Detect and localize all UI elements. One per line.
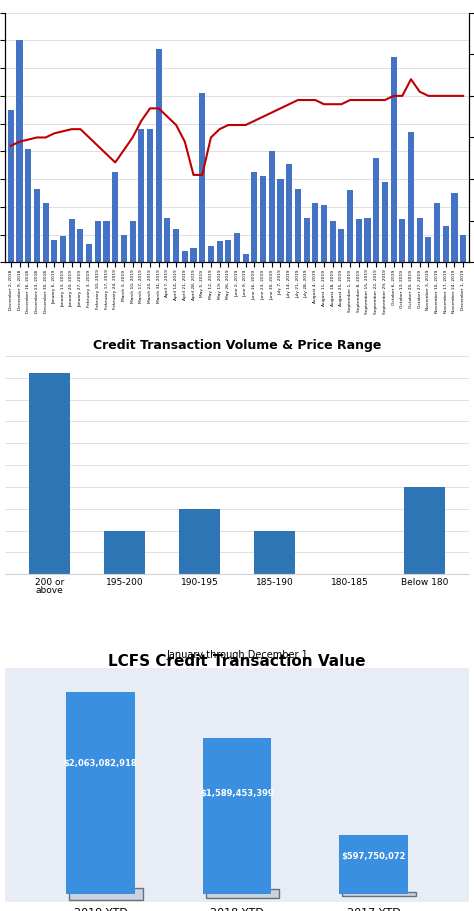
Bar — [399, 220, 405, 263]
Bar — [286, 165, 292, 263]
Bar — [434, 203, 440, 263]
FancyBboxPatch shape — [342, 892, 416, 896]
Bar — [251, 173, 257, 263]
Bar — [203, 739, 271, 894]
Bar — [104, 531, 145, 575]
Bar — [43, 203, 49, 263]
Bar — [173, 230, 179, 263]
Bar — [129, 221, 136, 263]
Bar — [373, 159, 379, 263]
Text: $597,750,072: $597,750,072 — [341, 852, 406, 860]
Bar — [260, 177, 266, 263]
Bar — [217, 242, 223, 263]
Bar — [25, 149, 31, 263]
Title: LCFS Credit Transaction Value: LCFS Credit Transaction Value — [108, 653, 366, 668]
Bar — [417, 219, 423, 263]
Bar — [234, 234, 240, 263]
Bar — [404, 487, 445, 575]
FancyBboxPatch shape — [206, 889, 279, 898]
Bar — [451, 194, 457, 263]
Bar — [112, 173, 118, 263]
Bar — [138, 130, 145, 263]
Text: $2,063,082,918: $2,063,082,918 — [64, 758, 137, 767]
Title: Credit Transaction Volume & Price Range: Credit Transaction Volume & Price Range — [93, 338, 381, 351]
Bar — [225, 241, 231, 263]
FancyBboxPatch shape — [69, 888, 143, 900]
Bar — [295, 189, 301, 263]
Bar — [8, 110, 14, 263]
Bar — [182, 252, 188, 263]
Bar — [164, 219, 171, 263]
Bar — [155, 50, 162, 263]
Bar — [460, 235, 466, 263]
Bar — [86, 245, 92, 263]
Text: January through December 1: January through December 1 — [166, 649, 308, 659]
Bar — [199, 94, 205, 263]
Bar — [121, 235, 127, 263]
Text: $1,589,453,399: $1,589,453,399 — [200, 788, 274, 797]
Bar — [191, 249, 197, 263]
Bar — [147, 130, 153, 263]
Bar — [95, 221, 101, 263]
Bar — [277, 179, 283, 263]
Bar — [321, 206, 327, 263]
Bar — [103, 221, 109, 263]
Bar — [269, 152, 275, 263]
Bar — [425, 238, 431, 263]
Bar — [443, 227, 449, 263]
Bar — [77, 230, 83, 263]
Bar — [338, 230, 345, 263]
Bar — [408, 133, 414, 263]
Bar — [312, 203, 319, 263]
Bar — [356, 220, 362, 263]
Bar — [303, 219, 310, 263]
Bar — [382, 182, 388, 263]
Bar — [339, 835, 408, 894]
Bar — [34, 189, 40, 263]
Bar — [179, 509, 220, 575]
Bar — [347, 191, 353, 263]
Bar — [391, 58, 397, 263]
Bar — [51, 241, 57, 263]
Bar — [60, 237, 66, 263]
Bar — [29, 374, 70, 575]
Bar — [329, 221, 336, 263]
Bar — [254, 531, 295, 575]
Bar — [365, 219, 371, 263]
Bar — [208, 246, 214, 263]
Bar — [66, 692, 135, 894]
Bar — [17, 41, 23, 263]
Bar — [243, 255, 249, 263]
Bar — [69, 220, 75, 263]
